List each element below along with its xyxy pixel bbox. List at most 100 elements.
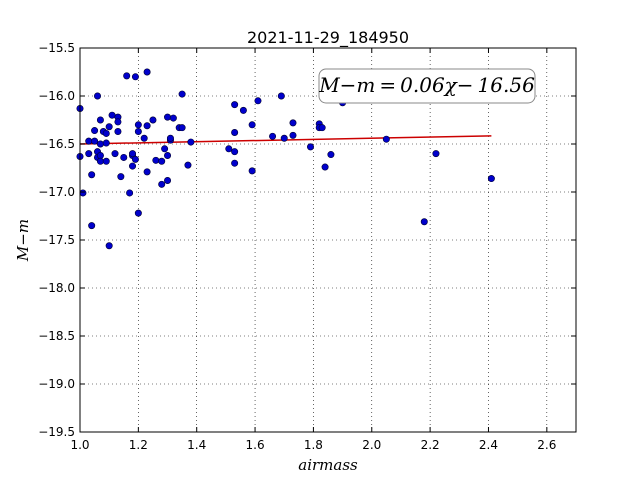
fit-equation: M−m = 0.06χ− 16.56 bbox=[318, 73, 535, 97]
grid-lines bbox=[79, 47, 576, 433]
data-point bbox=[131, 73, 139, 81]
x-tick-label: 1.0 bbox=[70, 438, 89, 452]
data-point bbox=[134, 209, 142, 217]
data-point bbox=[143, 122, 151, 130]
data-point bbox=[248, 167, 256, 175]
data-point bbox=[225, 145, 233, 153]
data-point bbox=[152, 156, 160, 164]
data-point bbox=[239, 106, 247, 114]
data-point bbox=[166, 134, 174, 142]
x-tick-labels: 1.0 1.2 1.4 1.6 1.8 2.0 2.2 2.4 2.6 bbox=[70, 438, 556, 452]
data-point bbox=[231, 159, 239, 167]
data-point bbox=[120, 153, 128, 161]
data-point bbox=[184, 161, 192, 169]
data-point bbox=[248, 121, 256, 129]
y-axis-label: M−m bbox=[14, 219, 32, 262]
data-point bbox=[231, 128, 239, 136]
data-point bbox=[96, 157, 104, 165]
data-point bbox=[134, 121, 142, 129]
data-point bbox=[306, 143, 314, 151]
x-tick-label: 1.6 bbox=[246, 438, 265, 452]
data-point bbox=[140, 134, 148, 142]
data-point bbox=[382, 135, 390, 143]
annotation-box bbox=[318, 68, 536, 104]
data-point bbox=[88, 171, 96, 179]
data-point bbox=[126, 189, 134, 197]
fit-equation-box: M−m = 0.06χ− 16.56 bbox=[318, 68, 536, 104]
data-point bbox=[169, 114, 177, 122]
data-point bbox=[85, 150, 93, 158]
data-point bbox=[102, 157, 110, 165]
data-point bbox=[432, 150, 440, 158]
y-tick-label: −19.5 bbox=[38, 425, 75, 439]
x-tick-label: 2.0 bbox=[362, 438, 381, 452]
x-axis-label: airmass bbox=[298, 456, 358, 474]
y-tick-label: −15.5 bbox=[38, 41, 75, 55]
chart-title: 2021-11-29_184950 bbox=[247, 28, 409, 48]
x-tick-label: 2.4 bbox=[479, 438, 498, 452]
tick-marks bbox=[79, 47, 576, 433]
data-point bbox=[158, 157, 166, 165]
data-point bbox=[280, 134, 288, 142]
data-point bbox=[318, 124, 326, 132]
data-point bbox=[277, 92, 285, 100]
data-point bbox=[123, 72, 131, 80]
y-tick-label: −18.0 bbox=[38, 281, 75, 295]
data-point bbox=[114, 118, 122, 126]
data-point bbox=[129, 162, 137, 170]
data-point bbox=[269, 132, 277, 140]
data-point bbox=[161, 145, 169, 153]
data-point bbox=[96, 116, 104, 124]
data-point bbox=[231, 101, 239, 109]
data-point bbox=[108, 111, 116, 119]
data-point bbox=[96, 152, 104, 160]
x-tick-label: 2.6 bbox=[537, 438, 556, 452]
data-point bbox=[178, 124, 186, 132]
data-point bbox=[105, 242, 113, 250]
x-tick-label: 2.2 bbox=[421, 438, 440, 452]
data-point bbox=[96, 140, 104, 148]
data-points bbox=[76, 68, 495, 250]
data-point bbox=[487, 175, 495, 183]
data-point bbox=[289, 119, 297, 127]
data-point bbox=[158, 180, 166, 188]
data-point bbox=[420, 218, 428, 226]
data-point bbox=[102, 139, 110, 147]
data-point bbox=[289, 131, 297, 139]
data-point bbox=[79, 189, 87, 197]
x-tick-label: 1.2 bbox=[129, 438, 148, 452]
y-tick-label: −18.5 bbox=[38, 329, 75, 343]
data-point bbox=[105, 123, 113, 131]
data-point bbox=[91, 127, 99, 135]
data-point bbox=[134, 128, 142, 136]
data-point bbox=[85, 137, 93, 145]
data-point bbox=[231, 148, 239, 156]
data-point bbox=[149, 116, 157, 124]
data-point bbox=[254, 97, 262, 105]
data-point bbox=[327, 151, 335, 159]
data-point bbox=[111, 150, 119, 158]
data-point bbox=[321, 163, 329, 171]
data-point bbox=[91, 137, 99, 145]
y-tick-label: −17.5 bbox=[38, 233, 75, 247]
data-point bbox=[129, 150, 137, 158]
data-point bbox=[102, 129, 110, 137]
y-tick-labels: −15.5 −16.0 −16.5 −17.0 −17.5 −18.0 −18.5 −19.0… bbox=[38, 41, 75, 439]
data-point bbox=[178, 90, 186, 98]
data-point bbox=[88, 222, 96, 230]
y-tick-label: −16.0 bbox=[38, 89, 75, 103]
y-tick-label: −19.0 bbox=[38, 377, 75, 391]
data-point bbox=[187, 138, 195, 146]
data-point bbox=[131, 155, 139, 163]
data-point bbox=[117, 173, 125, 181]
data-point bbox=[164, 176, 172, 184]
data-point bbox=[164, 152, 172, 160]
data-point bbox=[94, 92, 102, 100]
data-point bbox=[143, 168, 151, 176]
x-tick-label: 1.8 bbox=[304, 438, 323, 452]
data-point bbox=[143, 68, 151, 76]
x-tick-label: 1.4 bbox=[187, 438, 206, 452]
y-tick-label: −16.5 bbox=[38, 137, 75, 151]
data-point bbox=[114, 128, 122, 136]
